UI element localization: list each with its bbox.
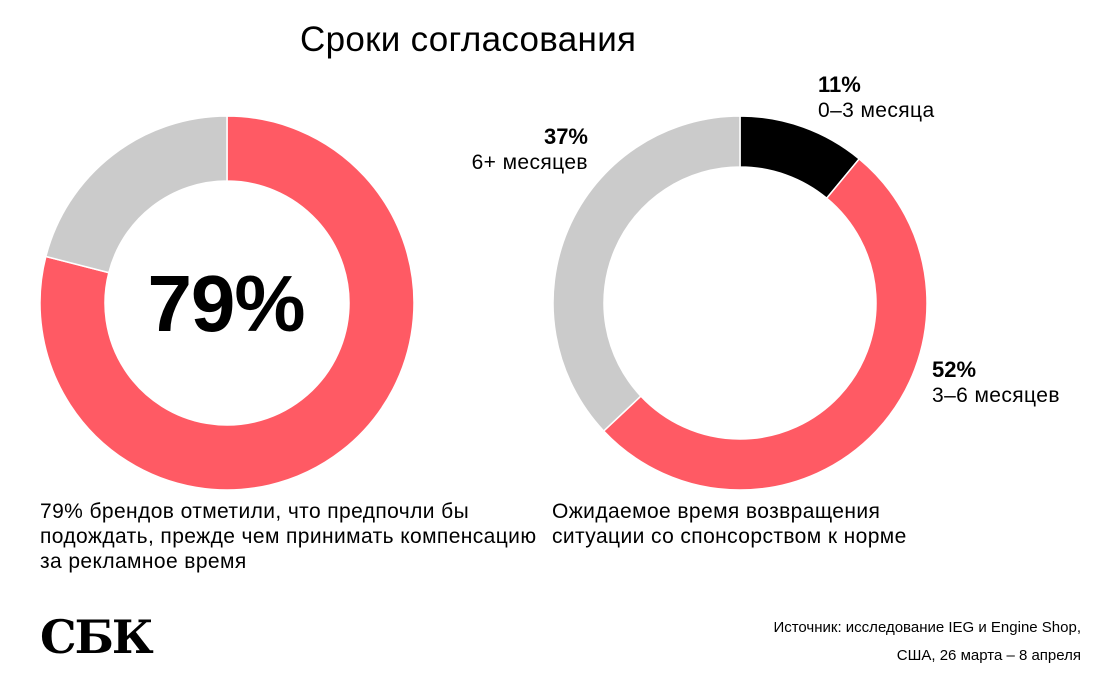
donut-center-value: 79% bbox=[147, 259, 305, 348]
source-line-1: Источник: исследование IEG и Engine Shop… bbox=[773, 619, 1081, 636]
slice-pct-6-plus: 37% bbox=[543, 124, 588, 149]
logo: СБК bbox=[40, 610, 154, 664]
slice-text-0-3: 0–3 месяца bbox=[818, 99, 935, 122]
slice-label-3-6: 52% 3–6 месяцев bbox=[932, 357, 1060, 409]
slice-pct-0-3: 11% bbox=[818, 72, 861, 97]
slice-text-6-plus: 6+ месяцев bbox=[471, 151, 588, 174]
donut1-slice-1 bbox=[44, 115, 228, 274]
chart2-caption: Ожидаемое время возвращения ситуации со … bbox=[552, 500, 907, 548]
chart1-caption: 79% брендов отметили, что предпочли бы п… bbox=[40, 500, 537, 573]
slice-pct-3-6: 52% bbox=[932, 357, 977, 382]
slice-text-3-6: 3–6 месяцев bbox=[932, 384, 1060, 407]
donut2-slice-1 bbox=[602, 157, 928, 491]
source-line-2: США, 26 марта – 8 апреля bbox=[896, 647, 1081, 664]
slice-label-0-3: 11% 0–3 месяца bbox=[818, 72, 935, 124]
source-note: Источник: исследование IEG и Engine Shop… bbox=[773, 614, 1081, 670]
donut1-slice-0 bbox=[39, 115, 415, 491]
chart-title: Сроки согласования bbox=[300, 20, 637, 59]
donut2-slice-2 bbox=[552, 115, 741, 433]
slice-label-6-plus: 37% 6+ месяцев bbox=[456, 124, 588, 176]
